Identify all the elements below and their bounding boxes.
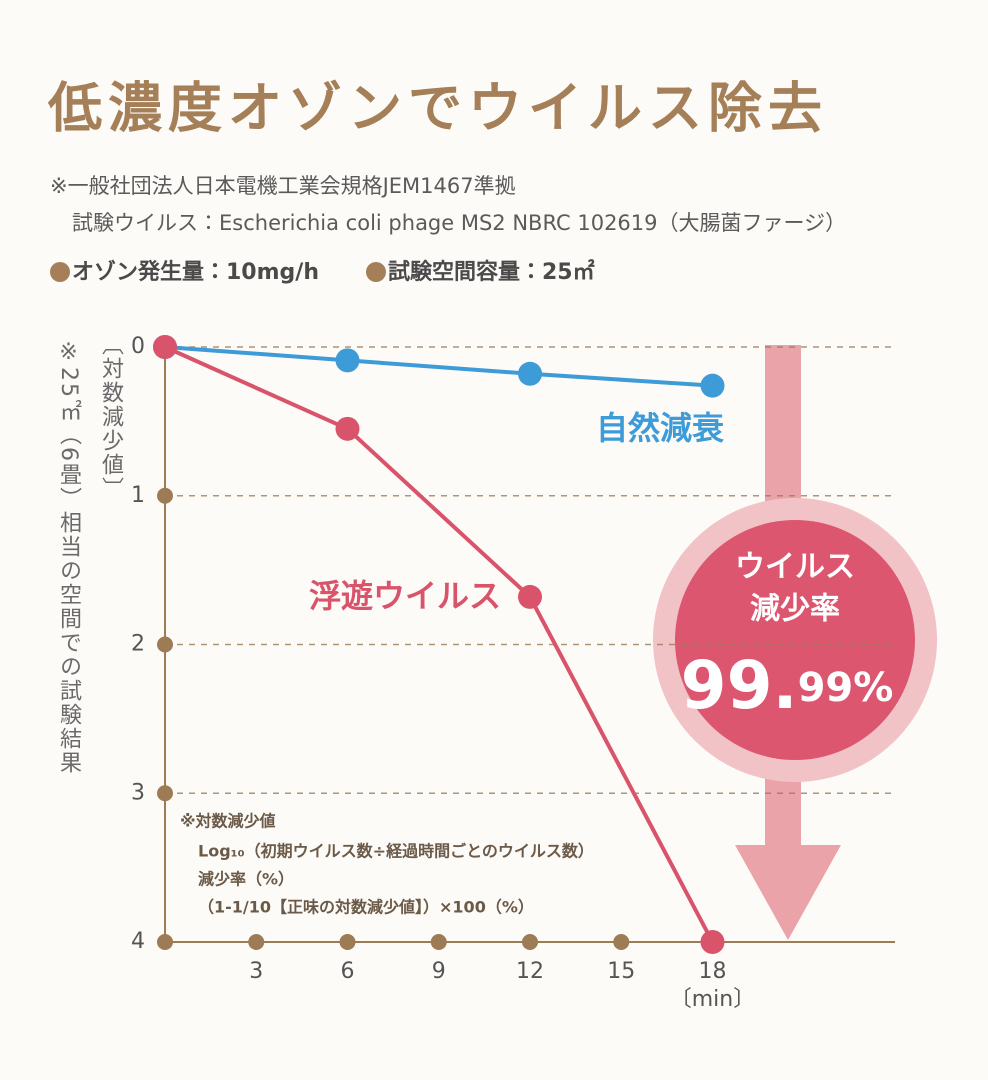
formula-note: Log₁₀（初期ウイルス数÷経過時間ごとのウイルス数）	[198, 842, 594, 861]
x-tick-dot	[248, 934, 265, 950]
data-point	[700, 930, 725, 954]
x-tick-dot	[613, 934, 630, 950]
series-name: 自然減衰	[596, 409, 724, 447]
x-tick-dot	[339, 934, 356, 950]
y-tick-label: 2	[131, 632, 145, 657]
note: 試験ウイルス：Escherichia coli phage MS2 NBRC 1…	[72, 211, 846, 235]
series-line	[164, 345, 713, 388]
badge-label: ウイルス	[735, 550, 855, 585]
x-tick-label: 15	[607, 959, 635, 984]
x-tick-label: 18	[699, 959, 727, 984]
badge-value: 99.99%	[681, 647, 894, 724]
badge-label: 減少率	[750, 592, 840, 627]
note: ※一般社団法人日本電機工業会規格JEM1467準拠	[50, 174, 516, 198]
data-point	[335, 416, 360, 441]
side-note: ※25㎡（6畳）相当の空間での試験結果	[56, 340, 82, 775]
badge	[675, 520, 915, 760]
series-name: 浮遊ウイルス	[309, 577, 501, 615]
formula-note: ※対数減少値	[180, 812, 276, 831]
y-axis-label: 〔対数減少値〕	[98, 333, 124, 501]
x-tick-label: 9	[432, 959, 446, 984]
condition: オゾン発生量：10mg/h	[72, 259, 319, 285]
x-tick-dot	[430, 934, 447, 950]
y-tick-label: 0	[131, 334, 145, 359]
series-line	[164, 345, 715, 943]
x-tick-label: 6	[341, 959, 355, 984]
x-axis-label: 〔min〕	[670, 987, 756, 1012]
x-tick-label: 12	[516, 959, 544, 984]
data-point	[153, 335, 177, 359]
formula-note: 減少率（%）	[198, 870, 294, 889]
data-point	[335, 348, 360, 373]
arrow-head	[735, 845, 841, 940]
x-tick-dot	[522, 934, 538, 950]
data-point	[700, 373, 725, 398]
title: 低濃度オゾンでウイルス除去	[47, 77, 828, 140]
x-tick-label: 3	[249, 959, 263, 984]
badge-value-main: 99.	[681, 647, 798, 724]
data-point	[518, 361, 542, 386]
badge-value-sub: 99%	[798, 665, 894, 711]
y-tick-label: 1	[131, 483, 145, 508]
formula-note: （1-1/10【正味の対数減少値】）×100（%）	[198, 898, 534, 917]
bullet	[366, 262, 386, 282]
bullet	[50, 262, 70, 282]
y-tick-label: 4	[131, 929, 145, 954]
condition: 試験空間容量：25㎡	[388, 259, 595, 285]
data-point	[518, 584, 542, 609]
y-tick-label: 3	[131, 780, 145, 805]
